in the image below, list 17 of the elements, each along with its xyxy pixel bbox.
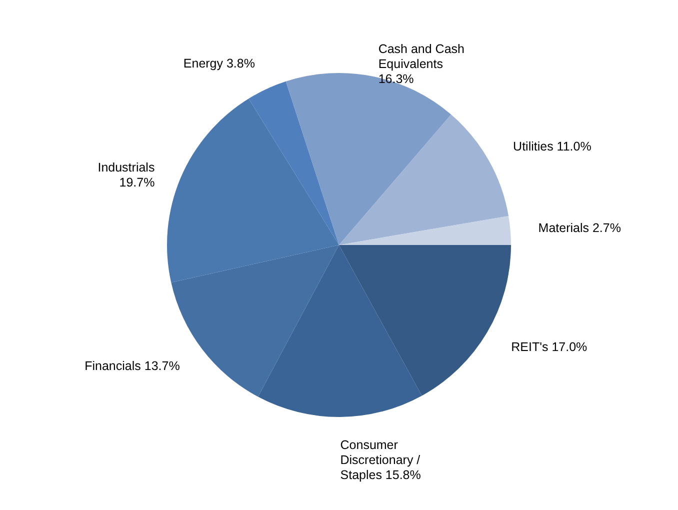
pie-slice [339, 216, 511, 245]
pie-slice [339, 114, 509, 245]
data-label: 19.7% [119, 175, 155, 190]
slice-label: Consumer Discretionary / Staples 15.8% [340, 438, 421, 482]
pie-slice [286, 73, 452, 245]
slice-label: REIT's 17.0% [511, 340, 588, 354]
slice-label: Materials 2.7% [538, 221, 621, 236]
slice-label: Cash and Cash Equivalents [378, 42, 465, 71]
pie-slice [167, 98, 339, 283]
slice-label: Industrials [98, 160, 155, 174]
slice-label: Utilities 11.0% [513, 139, 592, 154]
pie-slice [339, 245, 511, 396]
slice-label: Financials 13.7% [84, 359, 180, 374]
pie-slice [258, 245, 422, 417]
pie-slice [248, 81, 339, 245]
data-label: 16.3% [378, 72, 414, 86]
slice-label: Energy 3.8% [183, 56, 255, 71]
